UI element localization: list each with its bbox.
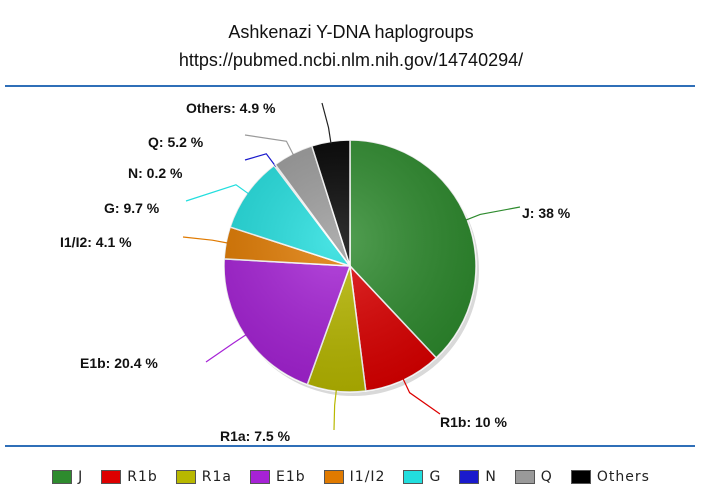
data-label-r1b: R1b: 10 % xyxy=(440,414,507,430)
chart-subtitle: https://pubmed.ncbi.nlm.nih.gov/14740294… xyxy=(178,50,524,70)
leader-line-g xyxy=(185,184,250,202)
legend: J R1b R1a E1b I1/I2 G N Q Others xyxy=(0,462,702,492)
legend-swatch-q xyxy=(514,470,535,484)
legend-label-i1-i2: I1/I2 xyxy=(349,469,386,485)
data-label-i1-i2: I1/I2: 4.1 % xyxy=(60,234,132,250)
legend-item-j: J xyxy=(52,469,83,485)
leader-line-j xyxy=(465,206,521,221)
bottom-divider xyxy=(5,445,695,447)
legend-label-q: Q xyxy=(540,469,553,485)
legend-item-r1a: R1a xyxy=(175,469,233,485)
legend-label-r1b: R1b xyxy=(127,469,158,485)
leader-line-q xyxy=(244,134,295,156)
data-label-g: G: 9.7 % xyxy=(104,200,160,216)
leader-line-i1-i2 xyxy=(182,236,229,244)
legend-swatch-n xyxy=(459,470,480,484)
leader-line-others xyxy=(321,102,332,144)
legend-swatch-r1b xyxy=(101,470,122,484)
legend-item-others: Others xyxy=(570,469,650,485)
leader-line-r1b xyxy=(402,377,441,415)
legend-swatch-others xyxy=(570,470,591,484)
legend-label-r1a: R1a xyxy=(201,469,233,485)
legend-swatch-i1-i2 xyxy=(323,470,344,484)
legend-item-r1b: R1b xyxy=(101,469,158,485)
chart-title: Ashkenazi Y-DNA haplogroups xyxy=(228,22,474,42)
leader-line-r1a xyxy=(333,389,337,431)
data-label-e1b: E1b: 20.4 % xyxy=(80,355,158,371)
legend-label-g: G xyxy=(429,469,442,485)
legend-swatch-r1a xyxy=(175,470,196,484)
legend-label-e1b: E1b xyxy=(276,469,306,485)
legend-label-j: J xyxy=(78,469,84,485)
leader-line-n xyxy=(244,153,277,167)
data-label-r1a: R1a: 7.5 % xyxy=(220,428,291,444)
legend-label-n: N xyxy=(485,469,497,485)
legend-swatch-j xyxy=(52,470,73,484)
legend-item-g: G xyxy=(403,469,441,485)
legend-swatch-e1b xyxy=(250,470,271,484)
legend-item-q: Q xyxy=(514,469,553,485)
data-label-n: N: 0.2 % xyxy=(128,165,183,181)
data-label-j: J: 38 % xyxy=(522,205,571,221)
leader-line-e1b xyxy=(205,333,247,363)
legend-label-others: Others xyxy=(596,469,650,485)
data-label-q: Q: 5.2 % xyxy=(148,134,204,150)
legend-swatch-g xyxy=(403,470,424,484)
legend-item-i1-i2: I1/I2 xyxy=(323,469,386,485)
data-label-others: Others: 4.9 % xyxy=(186,100,276,116)
top-divider xyxy=(5,85,695,87)
legend-item-e1b: E1b xyxy=(250,469,306,485)
legend-item-n: N xyxy=(459,469,496,485)
